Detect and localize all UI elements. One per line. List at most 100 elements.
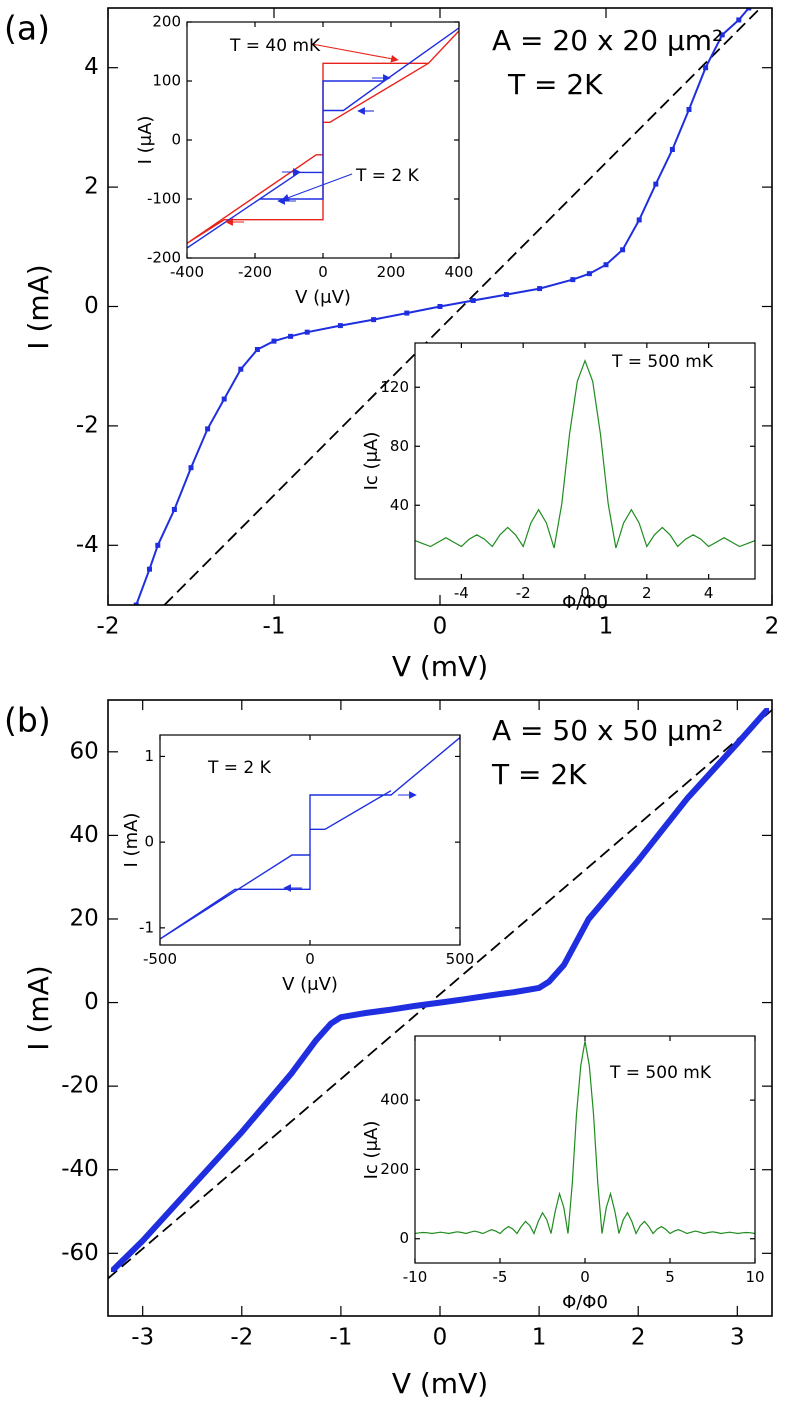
data-point <box>147 566 152 572</box>
data-point <box>388 1007 393 1012</box>
y-tick-label: -1 <box>139 918 154 936</box>
x-axis-label: Φ/Φ0 <box>562 1292 608 1313</box>
x-tick-label: 400 <box>445 263 474 281</box>
data-point <box>512 990 517 995</box>
annotation: T = 2K <box>491 758 587 791</box>
data-point <box>719 32 725 38</box>
x-tick-label: -10 <box>403 1268 428 1286</box>
data-point <box>765 708 770 713</box>
data-point <box>669 146 675 152</box>
x-tick-label: -200 <box>238 263 272 281</box>
x-tick-label: -4 <box>454 584 469 602</box>
arrow <box>311 43 399 63</box>
data-point <box>133 602 139 605</box>
x-tick-label: 10 <box>745 1268 764 1286</box>
reference-line <box>108 709 772 1280</box>
y-tick-label: 2 <box>84 174 99 200</box>
data-point <box>140 1238 145 1243</box>
axis-frame <box>159 734 461 946</box>
y-tick-label: 120 <box>380 378 409 396</box>
annotation: T = 500 mK <box>611 352 714 372</box>
arrow <box>281 173 353 202</box>
data-point <box>338 1015 343 1020</box>
data-point <box>221 396 227 402</box>
x-axis-label: V (μV) <box>282 974 338 995</box>
data-line <box>415 1041 755 1235</box>
annotation: A = 50 x 50 μm² <box>492 714 723 747</box>
y-tick-label: 400 <box>380 1091 409 1109</box>
y-tick-label: -200 <box>147 249 181 267</box>
data-point <box>304 329 310 335</box>
x-axis-label: V (mV) <box>392 650 488 683</box>
y-axis-label: I (μA) <box>135 116 156 165</box>
y-tick-label: 200 <box>380 1160 409 1178</box>
x-tick-label: 0 <box>318 263 328 281</box>
data-point <box>404 310 410 316</box>
annotation: T = 2 K <box>207 758 272 778</box>
data-point <box>289 1071 294 1076</box>
x-tick-label: 3 <box>730 1324 745 1350</box>
y-tick-label: 0 <box>84 293 99 319</box>
x-axis-label: Φ/Φ0 <box>562 592 608 613</box>
axis-frame <box>107 699 773 1317</box>
x-tick-label: 5 <box>665 1268 675 1286</box>
y-axis-label: Ic (μA) <box>361 1121 382 1180</box>
data-point <box>653 181 659 187</box>
data-line <box>160 737 460 940</box>
data-point <box>636 858 641 863</box>
data-point <box>271 338 277 344</box>
annotation: T = 40 mK <box>229 36 321 56</box>
plot-area <box>415 1036 755 1263</box>
data-point <box>205 426 211 432</box>
annotation: T = 500 mK <box>609 1063 712 1083</box>
y-tick-label: -60 <box>61 1240 99 1266</box>
annotation: A = 20 x 20 μm² <box>492 24 723 57</box>
y-tick-label: -20 <box>61 1073 99 1099</box>
x-tick-label: 500 <box>446 950 475 968</box>
y-tick-label: 40 <box>390 496 409 514</box>
y-tick-label: 40 <box>70 822 99 848</box>
x-tick-label: -1 <box>329 1324 352 1350</box>
data-line <box>415 358 755 549</box>
data-point <box>686 106 692 112</box>
data-point <box>561 962 566 967</box>
panel: -4 -2 0 2 4 40 80 120 Φ/Φ0 Ic (μA) T = 500 mK <box>361 342 756 613</box>
y-tick-label: 20 <box>70 905 99 931</box>
x-tick-label: 2 <box>765 613 780 639</box>
y-axis-label: Ic (μA) <box>361 432 382 491</box>
y-tick-label: -40 <box>61 1156 99 1182</box>
y-tick-label: 0 <box>399 1229 409 1247</box>
y-tick-label: 0 <box>84 989 99 1015</box>
y-axis-label: I (mA) <box>22 965 55 1050</box>
panel: -10 -5 0 5 10 0 200 400 Φ/Φ0 Ic (μA) T = 500 mK <box>361 1035 765 1313</box>
plot-area <box>415 343 755 579</box>
y-tick-label: 0 <box>144 833 154 851</box>
data-point <box>570 277 576 283</box>
x-tick-label: 0 <box>305 950 315 968</box>
panel-label: (b) <box>4 701 51 740</box>
data-point <box>470 298 476 304</box>
data-point <box>110 1268 115 1273</box>
axis-frame <box>107 7 773 606</box>
y-tick-label: -100 <box>147 190 181 208</box>
y-tick-label: 200 <box>152 13 181 31</box>
y-axis-label: I (mA) <box>121 813 142 868</box>
data-point <box>155 542 161 548</box>
y-tick-label: 0 <box>171 131 181 149</box>
panel-label: (a) <box>4 9 50 48</box>
x-tick-label: 4 <box>704 584 714 602</box>
data-point <box>363 1011 368 1016</box>
x-tick-label: 0 <box>433 1324 448 1350</box>
y-axis-label: I (mA) <box>22 264 55 349</box>
y-tick-label: -4 <box>76 532 99 558</box>
x-tick-label: -1 <box>263 613 286 639</box>
y-tick-label: 1 <box>144 747 154 765</box>
data-point <box>487 993 492 998</box>
data-point <box>636 217 642 223</box>
data-point <box>746 8 752 11</box>
panel: -500 0 500 -1 0 1 V (μV) I (mA) T = 2 K <box>121 734 475 995</box>
data-point <box>537 985 542 990</box>
data-point <box>337 323 343 329</box>
